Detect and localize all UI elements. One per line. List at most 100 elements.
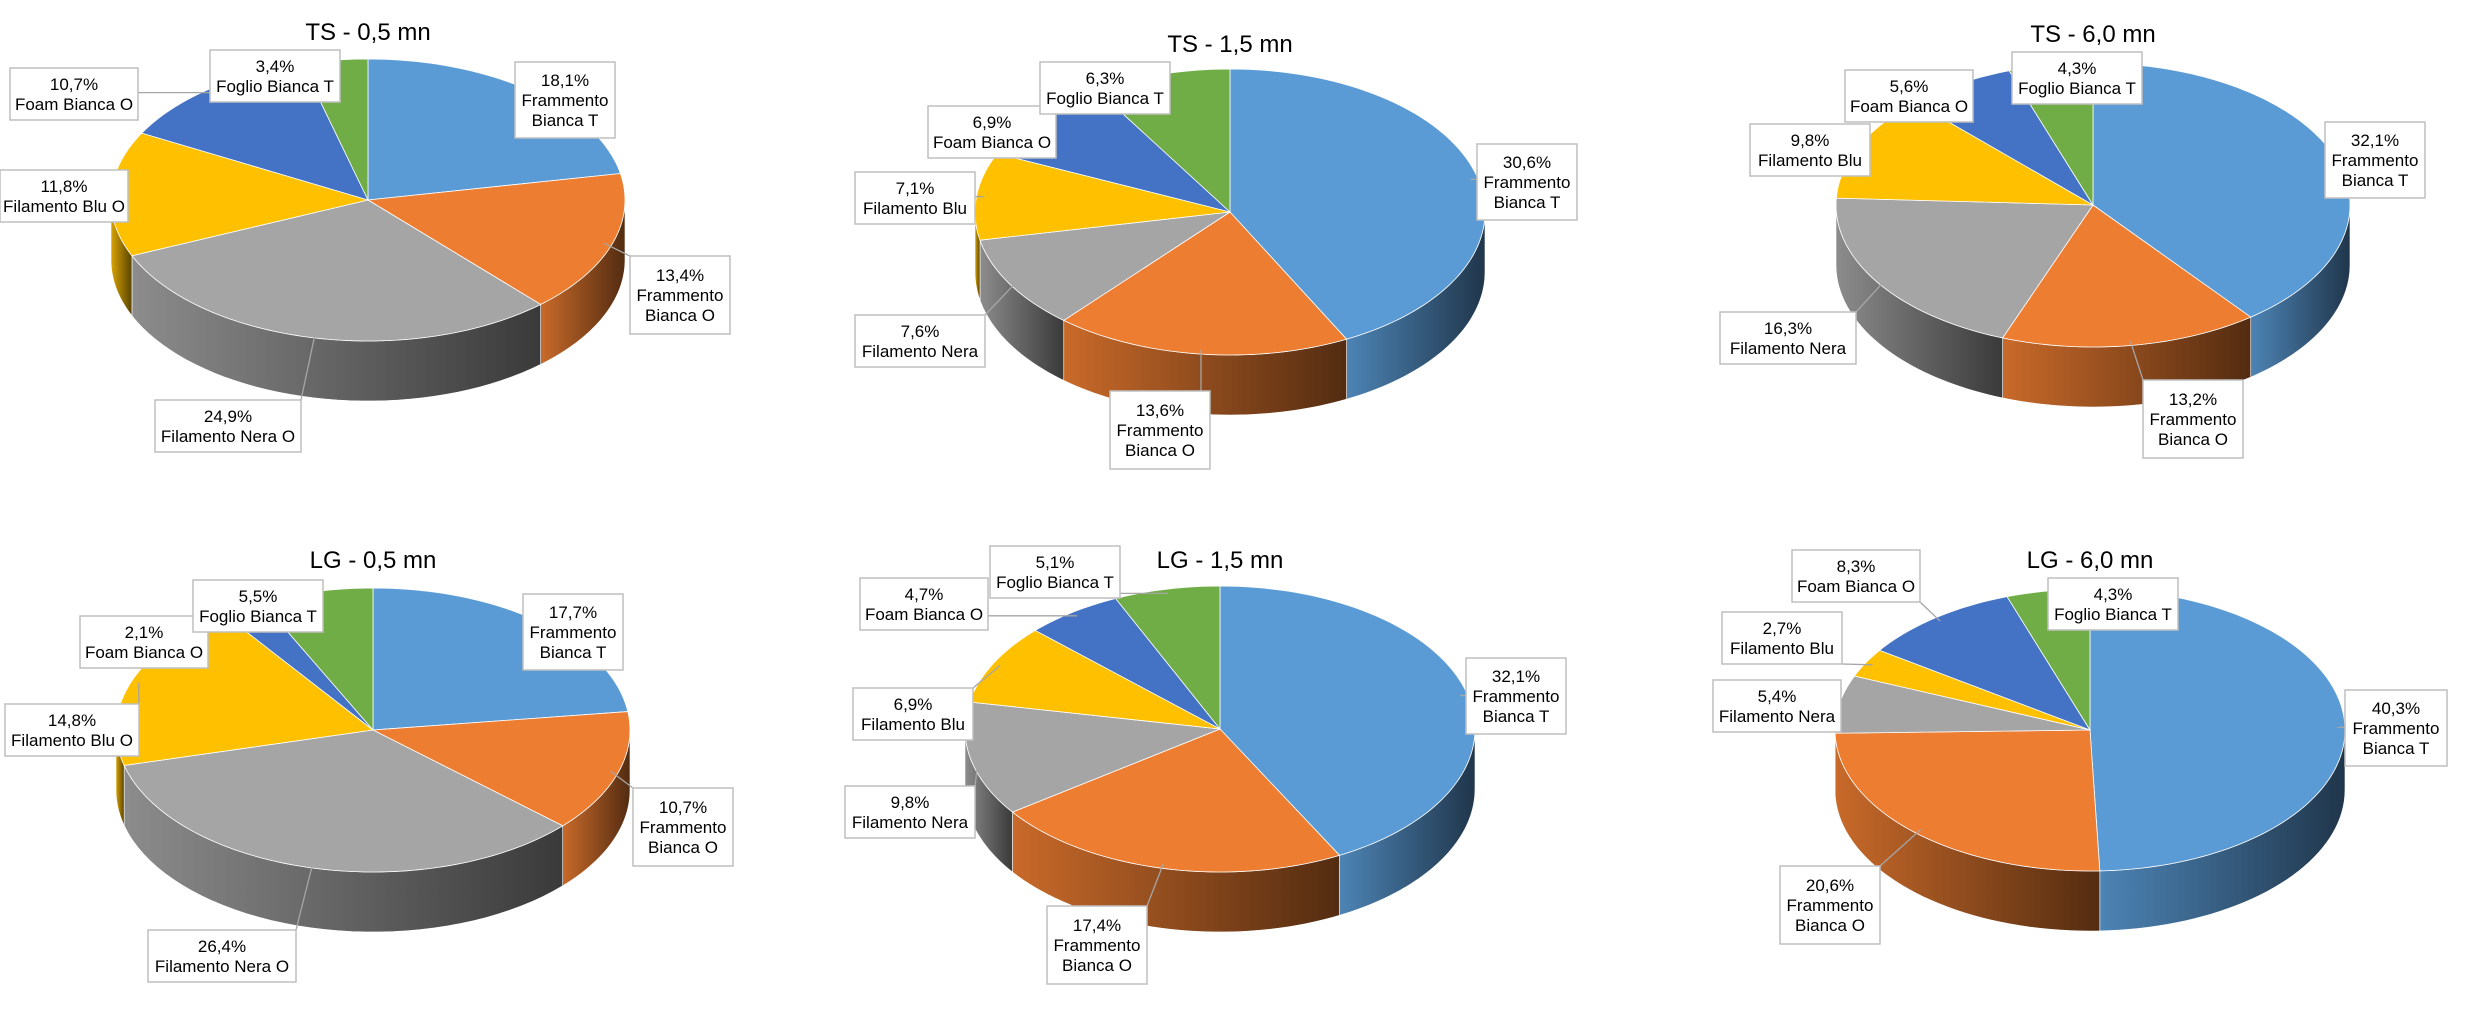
data-label-filamento-nera: 16,3% Filamento Nera (1730, 319, 1847, 358)
chart-title: LG - 0,5 mn (310, 547, 437, 574)
callout-box (1749, 123, 1871, 177)
callout-box (852, 687, 974, 741)
callout-box (1791, 549, 1921, 603)
chart-title: TS - 1,5 mn (1167, 31, 1292, 58)
pie-slice-frammento-bianca-o (366, 173, 626, 305)
pie-slice-foglio-bianca-t (1114, 585, 1221, 731)
callout-box (629, 255, 731, 335)
data-label-frammento-bianca-o: 13,2% Frammento Bianca O (2150, 390, 2237, 449)
leader-line (1146, 863, 1164, 907)
pie-top (964, 585, 1476, 873)
data-label-filamento-nera: 9,8% Filamento Nera (852, 793, 969, 832)
pie-chart-4: 17,7% Frammento Bianca T 10,7% Frammento Bian… (4, 547, 734, 983)
leader-line (610, 770, 634, 789)
pie-chart-5: 32,1% Frammento Bianca T 17,4% Frammento Bian… (844, 545, 1567, 985)
callout-box (154, 399, 302, 453)
data-label-foam-bianca-o: 10,7% Foam Bianca O (15, 75, 133, 114)
data-label-foglio-bianca-t: 4,3% Foglio Bianca T (2018, 59, 2136, 98)
data-label-filamento-blu-o: 11,8% Filamento Blu O (3, 177, 125, 216)
callout-box (522, 593, 624, 671)
callout-box (2324, 121, 2426, 199)
callout-box (2011, 51, 2143, 105)
leader-line (1919, 601, 1941, 622)
pie-slice-filamento-nera (979, 211, 1231, 321)
pie-slice-foam-bianca-o (1878, 596, 2091, 731)
callout-box (1779, 865, 1881, 945)
chart-title: TS - 6,0 mn (2030, 21, 2155, 48)
callout-box (1109, 390, 1211, 470)
pie-slice-filamento-nera-o (123, 729, 564, 873)
data-label-foam-bianca-o: 4,7% Foam Bianca O (865, 585, 983, 624)
callout-box (9, 67, 139, 121)
callout-box (147, 929, 297, 983)
data-label-frammento-bianca-o: 10,7% Frammento Bianca O (640, 798, 727, 857)
leader-line (974, 758, 979, 787)
leader-line (295, 863, 314, 931)
callout-box (844, 785, 976, 839)
data-labels: 18,1% Frammento Bianca T 13,4% Frammento Bian… (0, 49, 731, 453)
data-labels: 17,7% Frammento Bianca T 10,7% Frammento Bian… (4, 579, 734, 983)
pie-slice-filamento-blu (1853, 649, 2091, 731)
data-label-frammento-bianca-t: 32,1% Frammento Bianca T (2332, 131, 2419, 190)
callout-box (192, 579, 324, 633)
leader-line (1855, 280, 1886, 313)
pie-chart-2: 30,6% Frammento Bianca T 13,6% Frammento Bian… (854, 31, 1578, 470)
callout-box (4, 703, 140, 757)
callout-box (927, 105, 1057, 159)
leader-line (604, 242, 631, 257)
callout-box (1844, 69, 1974, 123)
data-labels: 32,1% Frammento Bianca T 17,4% Frammento Bian… (844, 545, 1567, 985)
chart-title: LG - 6,0 mn (2027, 547, 2154, 574)
pie-top (1835, 62, 2351, 348)
data-label-frammento-bianca-o: 13,4% Frammento Bianca O (637, 266, 724, 325)
leader-line (300, 333, 316, 401)
callout-box (209, 49, 341, 103)
callout-box (1046, 905, 1148, 985)
callout-box (0, 169, 129, 223)
data-label-frammento-bianca-t: 40,3% Frammento Bianca T (2353, 699, 2440, 758)
chart-title: TS - 0,5 mn (305, 19, 430, 46)
pie-slice-frammento-bianca-o (1062, 211, 1348, 356)
leader-line (984, 281, 1017, 316)
data-label-filamento-nera-o: 26,4% Filamento Nera O (155, 937, 289, 976)
callout-box (79, 615, 209, 669)
callout-box (2142, 379, 2244, 459)
data-label-foam-bianca-o: 5,6% Foam Bianca O (1850, 77, 1968, 116)
data-label-filamento-blu: 2,7% Filamento Blu (1730, 619, 1834, 658)
callout-box (854, 314, 986, 368)
data-label-filamento-blu: 9,8% Filamento Blu (1758, 131, 1862, 170)
callout-box (1719, 311, 1857, 365)
data-label-foglio-bianca-t: 6,3% Foglio Bianca T (1046, 69, 1164, 108)
pie-chart-3: 32,1% Frammento Bianca T 13,2% Frammento Bian… (1719, 21, 2426, 459)
data-label-filamento-blu: 6,9% Filamento Blu (861, 695, 965, 734)
leader-line (1879, 829, 1922, 867)
callout-box (632, 787, 734, 867)
data-label-foglio-bianca-t: 5,5% Foglio Bianca T (199, 587, 317, 626)
data-label-foglio-bianca-t: 4,3% Foglio Bianca T (2054, 585, 2172, 624)
pie-slice-filamento-blu (969, 629, 1221, 730)
data-label-foam-bianca-o: 2,1% Foam Bianca O (85, 623, 203, 662)
pie-slice-frammento-bianca-o (1834, 729, 2101, 872)
data-label-filamento-nera-o: 24,9% Filamento Nera O (161, 407, 295, 446)
data-label-foam-bianca-o: 8,3% Foam Bianca O (1797, 557, 1915, 596)
chart-title: LG - 1,5 mn (1157, 547, 1284, 574)
data-label-frammento-bianca-t: 17,7% Frammento Bianca T (530, 603, 617, 662)
data-labels: 32,1% Frammento Bianca T 13,2% Frammento Bian… (1719, 51, 2426, 459)
data-label-foam-bianca-o: 6,9% Foam Bianca O (933, 113, 1051, 152)
leader-line (972, 664, 1001, 689)
callout-box (1721, 611, 1843, 665)
pie-chart-1: 18,1% Frammento Bianca T 13,4% Frammento Bian… (0, 19, 731, 453)
pie-slice-filamento-nera (1835, 197, 2094, 339)
pie-top (1834, 588, 2346, 872)
pie-slice-frammento-bianca-o (371, 711, 631, 827)
callout-box (989, 545, 1121, 599)
leader-line (1841, 663, 1873, 666)
data-label-frammento-bianca-t: 32,1% Frammento Bianca T (1473, 667, 1560, 726)
data-label-frammento-bianca-t: 18,1% Frammento Bianca T (522, 71, 609, 130)
data-label-foglio-bianca-t: 5,1% Foglio Bianca T (996, 553, 1114, 592)
callout-box (1465, 657, 1567, 735)
pie-slice-foam-bianca-o (1034, 598, 1221, 730)
data-label-filamento-blu-o: 14,8% Filamento Blu O (11, 711, 133, 750)
data-label-frammento-bianca-o: 17,4% Frammento Bianca O (1054, 916, 1141, 975)
